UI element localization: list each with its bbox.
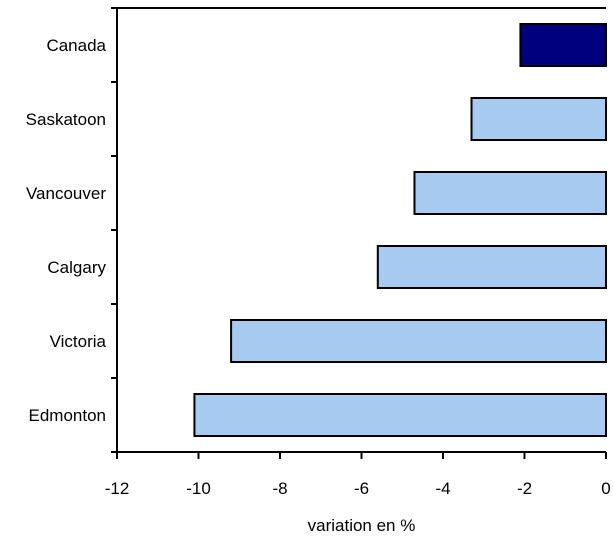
bar-victoria — [230, 319, 607, 363]
category-label-victoria: Victoria — [50, 332, 107, 351]
x-tick-label: -10 — [186, 479, 211, 498]
x-tick-label: -4 — [435, 479, 450, 498]
category-label-saskatoon: Saskatoon — [26, 110, 106, 129]
bar-edmonton — [193, 393, 608, 437]
bar-saskatoon — [470, 97, 607, 141]
x-tick-label: -12 — [105, 479, 130, 498]
bars-group — [193, 23, 608, 437]
x-tick-label: -2 — [517, 479, 532, 498]
x-tick-label: -6 — [354, 479, 369, 498]
x-axis-title: variation en % — [308, 516, 416, 535]
x-tick-label: 0 — [601, 479, 610, 498]
category-label-vancouver: Vancouver — [26, 184, 106, 203]
x-tick-label: -8 — [272, 479, 287, 498]
category-label-calgary: Calgary — [47, 258, 106, 277]
category-labels: Canada Saskatoon Vancouver Calgary Victoria E… — [26, 7, 117, 453]
bar-vancouver — [413, 171, 607, 215]
x-ticks: -12 -10 -8 -6 -4 -2 0 — [105, 452, 611, 498]
bar-calgary — [376, 245, 607, 289]
category-label-canada: Canada — [46, 36, 106, 55]
bar-canada — [519, 23, 607, 67]
category-label-edmonton: Edmonton — [29, 406, 107, 425]
